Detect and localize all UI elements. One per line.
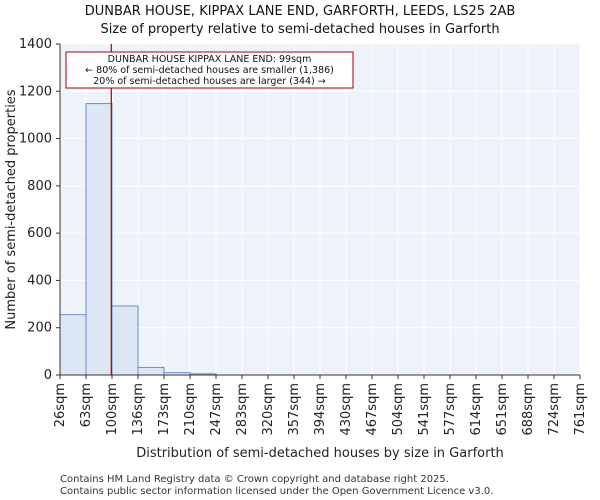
- x-tick-label: 430sqm: [339, 383, 354, 436]
- x-tick-label: 26sqm: [53, 383, 68, 427]
- x-tick-label: 136sqm: [131, 383, 146, 436]
- x-tick-label: 100sqm: [105, 383, 120, 436]
- x-tick-label: 247sqm: [209, 383, 224, 436]
- histogram-bar: [137, 366, 165, 376]
- x-tick-label: 614sqm: [469, 383, 484, 436]
- x-tick-label: 651sqm: [495, 383, 510, 436]
- x-tick-label: 320sqm: [261, 383, 276, 436]
- y-axis-title: Number of semi-detached properties: [4, 89, 19, 329]
- y-tick-label: 200: [27, 321, 52, 336]
- x-tick-label: 504sqm: [391, 383, 406, 436]
- annotation-box: [65, 51, 354, 89]
- x-tick-label: 173sqm: [157, 383, 172, 436]
- x-tick-label: 541sqm: [417, 383, 432, 436]
- x-axis-title: Distribution of semi-detached houses by …: [136, 446, 504, 461]
- x-tick-label: 688sqm: [521, 383, 536, 436]
- histogram-bar: [59, 314, 87, 376]
- x-tick-label: 467sqm: [365, 383, 380, 436]
- histogram-bar: [85, 103, 113, 376]
- y-tick-label: 0: [44, 368, 52, 383]
- y-tick-label: 1200: [19, 84, 52, 99]
- annotation-line: DUNBAR HOUSE KIPPAX LANE END: 99sqm: [108, 54, 312, 65]
- histogram-bar: [111, 305, 139, 376]
- y-tick-label: 600: [27, 226, 52, 241]
- x-tick-label: 283sqm: [235, 383, 250, 436]
- y-tick-label: 1000: [19, 132, 52, 147]
- x-tick-label: 63sqm: [79, 383, 94, 427]
- x-tick-label: 724sqm: [547, 383, 562, 436]
- annotation-line: ← 80% of semi-detached houses are smalle…: [85, 65, 334, 76]
- footer-line-1: Contains HM Land Registry data © Crown c…: [60, 474, 449, 485]
- x-tick-label: 394sqm: [313, 383, 328, 436]
- chart-title: DUNBAR HOUSE, KIPPAX LANE END, GARFORTH,…: [84, 4, 516, 19]
- x-tick-label: 577sqm: [443, 383, 458, 436]
- y-tick-label: 800: [27, 179, 52, 194]
- chart-subtitle: Size of property relative to semi-detach…: [100, 22, 500, 37]
- x-tick-label: 761sqm: [573, 383, 588, 436]
- y-tick-label: 400: [27, 273, 52, 288]
- x-tick-label: 210sqm: [183, 383, 198, 436]
- footer-line-2: Contains public sector information licen…: [60, 486, 494, 497]
- annotation-line: 20% of semi-detached houses are larger (…: [93, 76, 326, 87]
- y-tick-label: 1400: [19, 37, 52, 52]
- x-tick-label: 357sqm: [287, 383, 302, 436]
